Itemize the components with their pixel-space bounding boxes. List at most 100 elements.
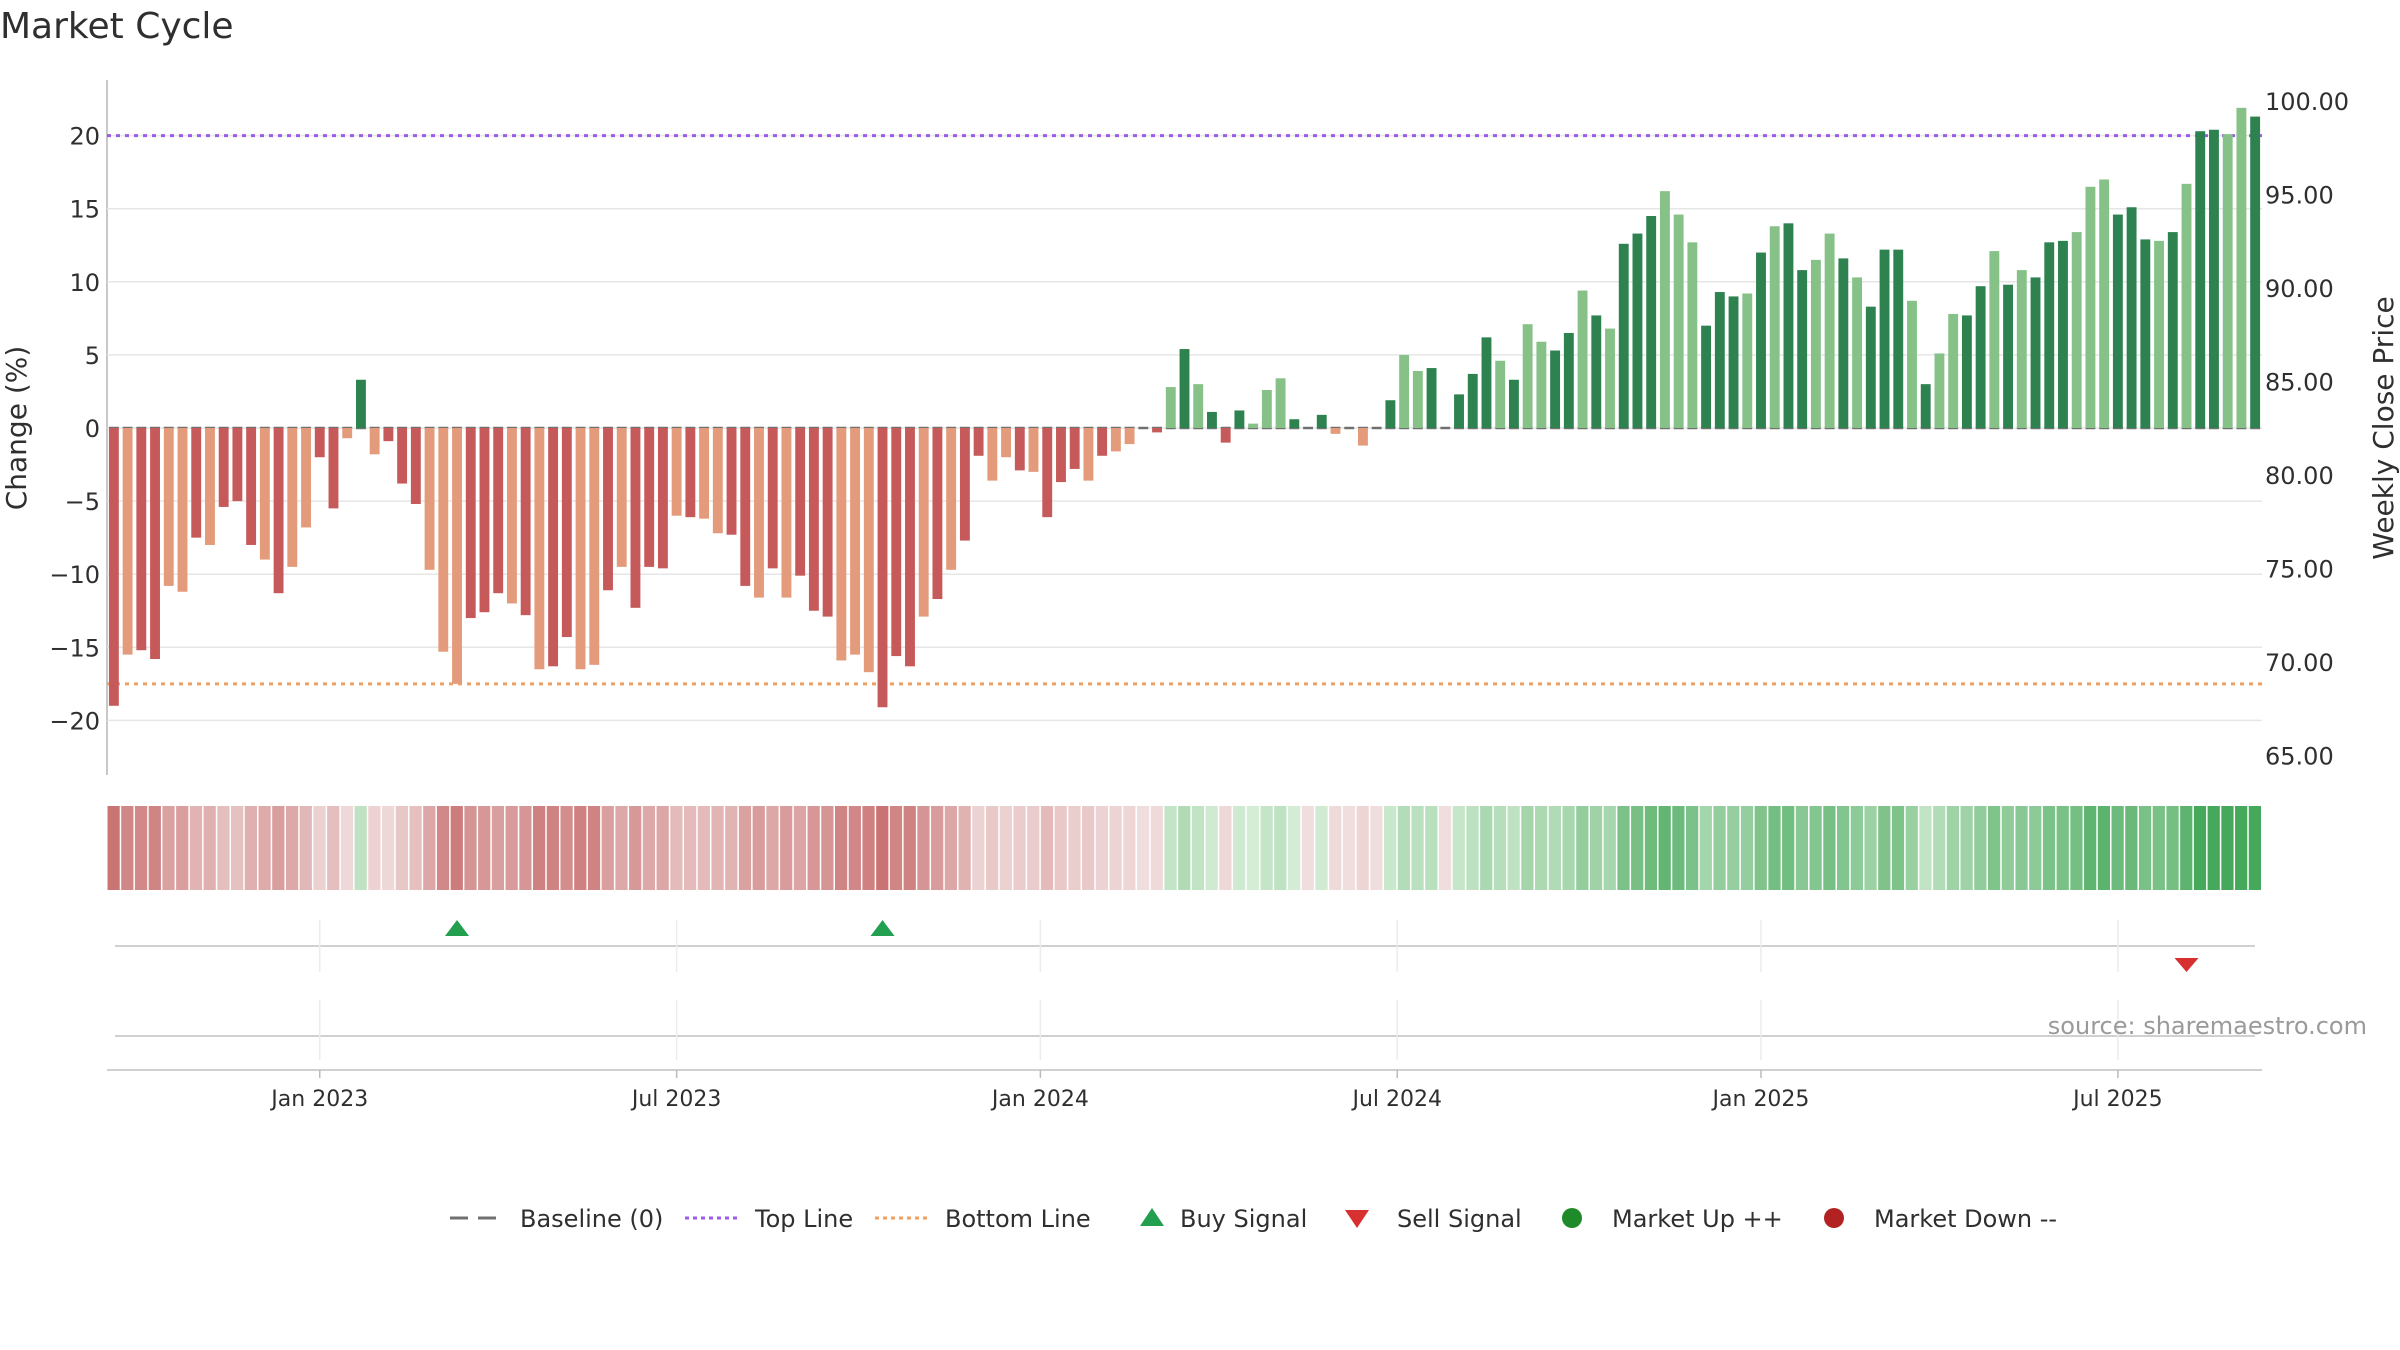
heat-cell (1411, 806, 1424, 890)
chart-title: Market Cycle (0, 6, 234, 47)
change-bar (1083, 428, 1094, 481)
change-bar (2154, 240, 2164, 428)
change-bar (2126, 207, 2137, 428)
change-bar (575, 428, 586, 670)
heat-cell (1878, 806, 1891, 890)
heat-cell (1699, 806, 1712, 890)
change-bar (1797, 270, 1808, 428)
change-bar (946, 428, 957, 570)
change-bar (314, 428, 325, 458)
heat-cell (752, 806, 765, 890)
heat-cell (1466, 806, 1479, 890)
change-bar (424, 428, 435, 570)
change-bar (2222, 134, 2233, 428)
change-bar (1824, 233, 1835, 428)
change-bar (1742, 293, 1753, 428)
heat-cell (1301, 806, 1314, 890)
change-bar (616, 428, 627, 567)
heat-cell (834, 806, 848, 890)
heat-cell (697, 806, 710, 890)
legend-item: Market Up ++ (1562, 1205, 1783, 1233)
change-bar (1536, 341, 1547, 428)
heat-cell (1054, 806, 1067, 890)
change-bar (822, 428, 833, 617)
legend-label: Baseline (0) (520, 1205, 663, 1233)
change-bar (1179, 349, 1190, 428)
change-bar (1728, 296, 1739, 428)
change-bar (836, 428, 847, 661)
heat-cell (738, 806, 752, 890)
change-bar (1714, 292, 1725, 428)
heat-cell (1384, 806, 1397, 890)
heat-cell (2084, 806, 2097, 890)
change-bar (1001, 428, 1012, 458)
change-bar (2044, 242, 2055, 428)
change-bar (589, 428, 600, 665)
heat-cell (519, 806, 532, 890)
heat-cell (1521, 806, 1534, 890)
heat-cell (1686, 806, 1699, 890)
heat-cell (299, 806, 312, 890)
heat-cell (2001, 806, 2014, 890)
change-bar (520, 428, 531, 616)
heat-cell (1603, 806, 1616, 890)
change-bar (259, 428, 270, 560)
heat-cell (766, 806, 779, 890)
heat-cell (1082, 806, 1095, 890)
change-bar (905, 428, 915, 667)
change-bar (2003, 284, 2014, 428)
heat-cell (1960, 806, 1973, 890)
heat-cell (2193, 806, 2207, 890)
heat-cell (1754, 806, 1767, 890)
change-bar (218, 428, 229, 507)
heat-cell (1205, 806, 1218, 890)
change-bar (273, 428, 284, 594)
heat-cell (1191, 806, 1205, 890)
heat-cell (1123, 806, 1136, 890)
date-tick-label: Jul 2024 (1350, 1087, 1442, 1112)
change-bar (438, 428, 449, 652)
change-bar (1659, 191, 1670, 428)
heat-cell (2152, 806, 2165, 890)
heat-cell (889, 806, 903, 890)
heat-cell (985, 806, 999, 890)
change-bar (699, 428, 710, 519)
heat-cell (1136, 806, 1150, 890)
heat-cell (2166, 806, 2179, 890)
heat-cell (1164, 806, 1177, 890)
heat-cell (1644, 806, 1658, 890)
change-bar (1097, 428, 1108, 456)
change-bar (1687, 242, 1698, 428)
change-bar (767, 428, 778, 569)
change-bar (1522, 324, 1533, 428)
legend-label: Top Line (754, 1205, 853, 1233)
change-bar (1165, 387, 1176, 428)
legend-item: Top Line (685, 1205, 853, 1233)
change-bar (1563, 332, 1574, 428)
change-bar (506, 428, 517, 604)
change-bar (1948, 313, 1959, 428)
change-bar (1495, 360, 1506, 428)
heat-cell (848, 806, 861, 890)
change-bar (1467, 373, 1478, 428)
heat-cell (546, 806, 559, 890)
buy-signal-marker (445, 920, 470, 936)
legend-label: Market Down -- (1874, 1205, 2057, 1233)
change-bar (630, 428, 641, 608)
change-bar (355, 379, 366, 428)
heat-cell (560, 806, 573, 890)
y2-tick-label: 90.00 (2265, 275, 2334, 303)
change-bar (1412, 370, 1423, 428)
change-bar (1152, 428, 1162, 433)
heat-cell (340, 806, 354, 890)
legend-item: Buy Signal (1140, 1205, 1307, 1233)
change-bar (232, 428, 243, 502)
heat-cell (107, 806, 120, 890)
change-bar (163, 428, 174, 586)
heat-cell (1287, 806, 1301, 890)
change-bar (2071, 232, 2082, 428)
date-tick-label: Jan 2023 (269, 1087, 368, 1112)
change-bar (136, 428, 147, 651)
heat-cell (876, 806, 889, 890)
